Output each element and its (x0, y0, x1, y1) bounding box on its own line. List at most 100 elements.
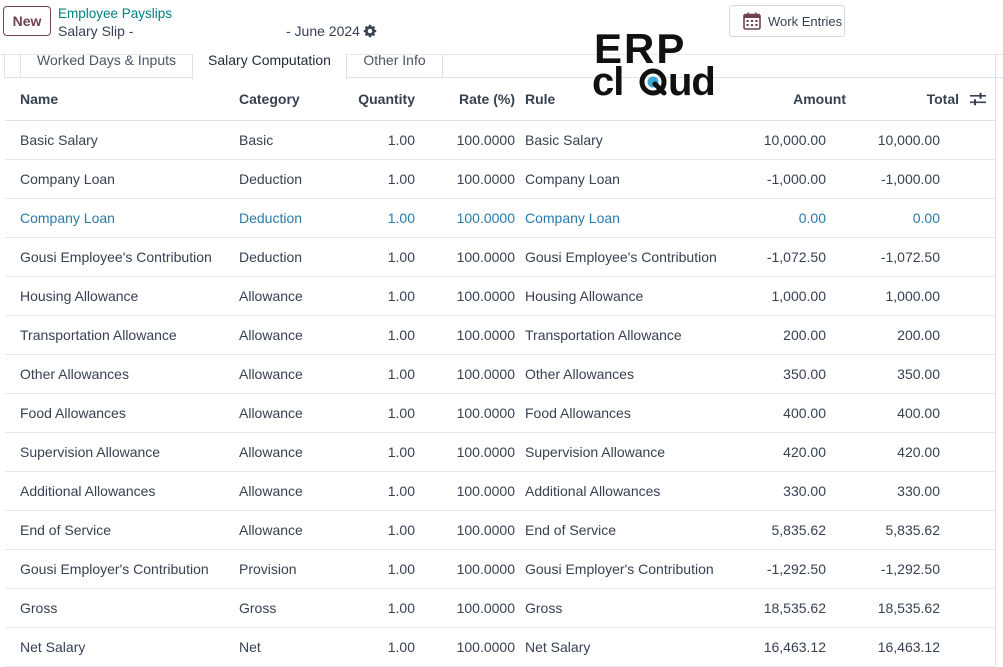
cell-quantity: 1.00 (387, 561, 415, 577)
cell-rate: 100.0000 (456, 171, 515, 187)
cell-category: Deduction (239, 210, 303, 226)
cell-total: 420.00 (897, 444, 940, 460)
cell-rule: End of Service (525, 522, 617, 538)
cell-category: Net (239, 639, 261, 655)
svg-text:cl: cl (592, 60, 623, 100)
tab-other-info[interactable]: Other Info (347, 53, 443, 78)
tab-salary-computation[interactable]: Salary Computation (192, 52, 347, 79)
table-row[interactable]: End of Service Allowance 1.00 100.0000 E… (5, 511, 995, 550)
calendar-icon (743, 12, 761, 30)
cell-rule: Housing Allowance (525, 288, 644, 304)
gear-icon[interactable] (363, 24, 377, 38)
table-row[interactable]: Food Allowances Allowance 1.00 100.0000 … (5, 394, 995, 433)
tab-label: Salary Computation (208, 52, 331, 68)
payslip-period: - June 2024 (286, 23, 360, 39)
cell-total: 5,835.62 (885, 522, 941, 538)
cell-rule: Company Loan (525, 210, 620, 226)
cell-rate: 100.0000 (456, 327, 515, 343)
breadcrumb-employee-payslips[interactable]: Employee Payslips (58, 6, 173, 21)
cell-rate: 100.0000 (456, 639, 515, 655)
cell-rate: 100.0000 (456, 600, 515, 616)
cell-quantity: 1.00 (387, 171, 415, 187)
header-divider (0, 54, 1003, 55)
cell-total: -1,292.50 (880, 561, 940, 577)
table-row[interactable]: Transportation Allowance Allowance 1.00 … (5, 316, 995, 355)
table-row[interactable]: Supervision Allowance Allowance 1.00 100… (5, 433, 995, 472)
table-row[interactable]: Gousi Employer's Contribution Provision … (5, 550, 995, 589)
tabs-divider (5, 77, 1003, 78)
column-header-name[interactable]: Name (20, 91, 59, 107)
cell-name: Housing Allowance (20, 288, 139, 304)
new-button[interactable]: New (3, 6, 51, 36)
cell-quantity: 1.00 (387, 210, 415, 226)
cell-name: Gousi Employer's Contribution (20, 561, 209, 577)
cell-total: 1,000.00 (885, 288, 941, 304)
column-header-amount[interactable]: Amount (793, 91, 846, 107)
cell-total: 330.00 (897, 483, 940, 499)
tab-worked-days-inputs[interactable]: Worked Days & Inputs (20, 53, 192, 78)
cell-category: Gross (239, 600, 277, 616)
cell-name: Gousi Employee's Contribution (20, 249, 212, 265)
table-row[interactable]: Gousi Employee's Contribution Deduction … (5, 238, 995, 277)
table-row[interactable]: Additional Allowances Allowance 1.00 100… (5, 472, 995, 511)
cell-amount: -1,072.50 (766, 249, 826, 265)
cell-category: Allowance (239, 366, 303, 382)
sheet-edge (995, 54, 996, 666)
cell-name: Supervision Allowance (20, 444, 161, 460)
cell-amount: 1,000.00 (771, 288, 827, 304)
cell-quantity: 1.00 (387, 132, 415, 148)
cell-rate: 100.0000 (456, 483, 515, 499)
cell-name: Other Allowances (20, 366, 129, 382)
table-row[interactable]: Housing Allowance Allowance 1.00 100.000… (5, 277, 995, 316)
cell-quantity: 1.00 (387, 444, 415, 460)
cell-amount: 18,535.62 (763, 600, 826, 616)
cell-category: Allowance (239, 405, 303, 421)
cell-category: Basic (239, 132, 274, 148)
column-header-total[interactable]: Total (926, 91, 959, 107)
column-header-category[interactable]: Category (239, 91, 300, 107)
cell-name: Transportation Allowance (20, 327, 177, 343)
table-row[interactable]: Other Allowances Allowance 1.00 100.0000… (5, 355, 995, 394)
work-entries-button[interactable]: Work Entries (729, 5, 845, 37)
cell-quantity: 1.00 (387, 522, 415, 538)
cell-amount: 420.00 (783, 444, 826, 460)
cell-rate: 100.0000 (456, 522, 515, 538)
cell-total: -1,000.00 (880, 171, 940, 187)
table-row[interactable]: Company Loan Deduction 1.00 100.0000 Com… (5, 199, 995, 238)
cell-total: 400.00 (897, 405, 940, 421)
svg-text:ud: ud (668, 60, 715, 100)
cell-category: Allowance (239, 327, 303, 343)
column-header-rate[interactable]: Rate (%) (458, 91, 515, 107)
cell-total: 350.00 (897, 366, 940, 382)
cell-total: 16,463.12 (877, 639, 940, 655)
cell-amount: -1,292.50 (766, 561, 826, 577)
cell-amount: 200.00 (783, 327, 826, 343)
table-row[interactable]: Gross Gross 1.00 100.0000 Gross 18,535.6… (5, 589, 995, 628)
cell-name: Net Salary (20, 639, 86, 655)
cell-rule: Gousi Employer's Contribution (525, 561, 714, 577)
sliders-icon[interactable] (970, 92, 986, 106)
cell-name: Gross (20, 600, 58, 616)
cell-total: 200.00 (897, 327, 940, 343)
cell-total: 18,535.62 (877, 600, 940, 616)
cell-rate: 100.0000 (456, 288, 515, 304)
table-row[interactable]: Basic Salary Basic 1.00 100.0000 Basic S… (5, 121, 995, 160)
cell-amount: 5,835.62 (771, 522, 827, 538)
cell-rule: Net Salary (525, 639, 591, 655)
cell-name: Company Loan (20, 171, 115, 187)
cell-rule: Basic Salary (525, 132, 603, 148)
cell-amount: 16,463.12 (763, 639, 826, 655)
table-row[interactable]: Company Loan Deduction 1.00 100.0000 Com… (5, 160, 995, 199)
cell-total: -1,072.50 (880, 249, 940, 265)
table-row[interactable]: Net Salary Net 1.00 100.0000 Net Salary … (5, 628, 995, 667)
erp-cloud-logo: ERP cl ud (592, 25, 716, 100)
cell-rate: 100.0000 (456, 132, 515, 148)
cell-amount: 0.00 (798, 210, 826, 226)
record-title: Salary Slip - (58, 23, 134, 39)
column-header-quantity[interactable]: Quantity (358, 91, 415, 107)
column-header-rule[interactable]: Rule (525, 91, 556, 107)
cell-quantity: 1.00 (387, 405, 415, 421)
cell-amount: 350.00 (783, 366, 826, 382)
cell-name: Additional Allowances (20, 483, 156, 499)
cell-rate: 100.0000 (456, 249, 515, 265)
